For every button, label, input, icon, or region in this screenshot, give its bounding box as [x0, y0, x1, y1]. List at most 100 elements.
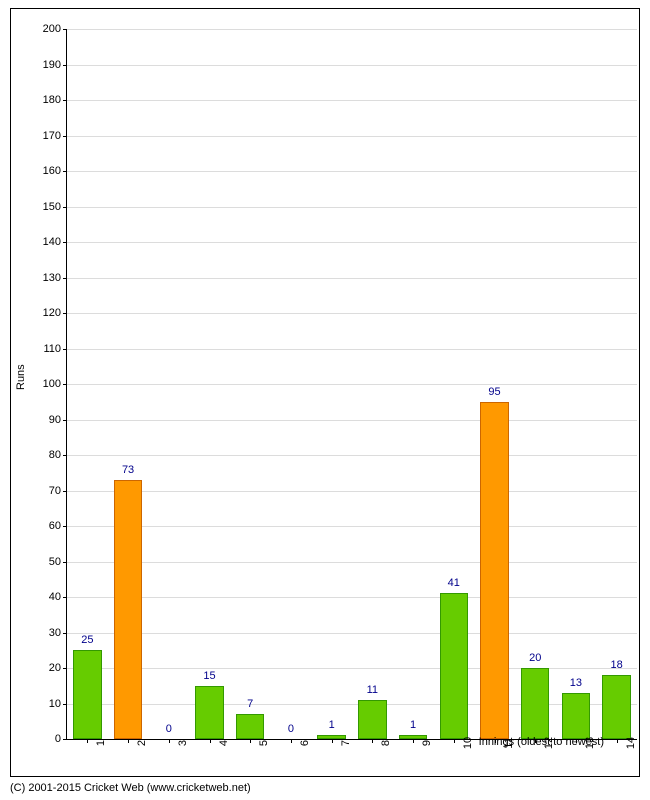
y-tick-label: 0: [21, 733, 61, 745]
gridline: [67, 313, 637, 314]
gridline: [67, 171, 637, 172]
gridline: [67, 491, 637, 492]
bar-value-label: 41: [448, 577, 460, 589]
gridline: [67, 242, 637, 243]
y-tick-label: 170: [21, 130, 61, 142]
gridline: [67, 633, 637, 634]
y-tick-mark: [63, 739, 67, 740]
bar: [480, 402, 509, 739]
y-tick-mark: [63, 455, 67, 456]
copyright-text: (C) 2001-2015 Cricket Web (www.cricketwe…: [10, 782, 251, 794]
bar-value-label: 1: [410, 719, 416, 731]
x-tick-label: 7: [332, 740, 352, 746]
y-tick-mark: [63, 171, 67, 172]
y-tick-label: 110: [21, 343, 61, 355]
gridline: [67, 420, 637, 421]
y-tick-mark: [63, 136, 67, 137]
y-tick-label: 120: [21, 307, 61, 319]
y-tick-label: 30: [21, 627, 61, 639]
gridline: [67, 526, 637, 527]
bar-value-label: 0: [288, 723, 294, 735]
y-tick-mark: [63, 597, 67, 598]
y-tick-mark: [63, 278, 67, 279]
gridline: [67, 384, 637, 385]
x-tick-label: 2: [128, 740, 148, 746]
y-tick-mark: [63, 526, 67, 527]
y-tick-label: 40: [21, 591, 61, 603]
bar-value-label: 18: [611, 659, 623, 671]
y-tick-mark: [63, 668, 67, 669]
bar-value-label: 15: [203, 670, 215, 682]
gridline: [67, 29, 637, 30]
gridline: [67, 136, 637, 137]
bar-value-label: 0: [166, 723, 172, 735]
y-tick-label: 70: [21, 485, 61, 497]
gridline: [67, 668, 637, 669]
y-tick-mark: [63, 29, 67, 30]
x-tick-label: 3: [169, 740, 189, 746]
bar-value-label: 13: [570, 677, 582, 689]
gridline: [67, 349, 637, 350]
x-tick-label: 4: [210, 740, 230, 746]
y-tick-label: 140: [21, 236, 61, 248]
y-tick-mark: [63, 207, 67, 208]
bar: [236, 714, 265, 739]
bar-value-label: 95: [488, 386, 500, 398]
y-tick-label: 100: [21, 378, 61, 390]
y-tick-mark: [63, 313, 67, 314]
y-tick-mark: [63, 100, 67, 101]
y-tick-mark: [63, 704, 67, 705]
x-tick-label: 10: [454, 737, 474, 749]
bar-value-label: 73: [122, 464, 134, 476]
y-tick-mark: [63, 65, 67, 66]
bar: [440, 593, 469, 739]
bar: [73, 650, 102, 739]
plot-area: 2517320315475061711819411095112012131318…: [66, 29, 637, 740]
y-tick-label: 130: [21, 272, 61, 284]
bar-value-label: 7: [247, 698, 253, 710]
gridline: [67, 207, 637, 208]
bar: [358, 700, 387, 739]
bar: [195, 686, 224, 739]
gridline: [67, 704, 637, 705]
gridline: [67, 597, 637, 598]
y-tick-label: 150: [21, 201, 61, 213]
chart-container: 2517320315475061711819411095112012131318…: [0, 0, 650, 800]
x-tick-label: 5: [250, 740, 270, 746]
y-tick-label: 200: [21, 23, 61, 35]
bar: [602, 675, 631, 739]
y-tick-mark: [63, 562, 67, 563]
x-tick-label: 8: [372, 740, 392, 746]
y-tick-label: 20: [21, 662, 61, 674]
y-tick-mark: [63, 491, 67, 492]
gridline: [67, 455, 637, 456]
y-tick-mark: [63, 633, 67, 634]
bar: [114, 480, 143, 739]
y-tick-label: 90: [21, 414, 61, 426]
bar: [521, 668, 550, 739]
y-tick-label: 180: [21, 94, 61, 106]
y-tick-mark: [63, 349, 67, 350]
bar-value-label: 11: [367, 684, 378, 696]
gridline: [67, 100, 637, 101]
x-tick-label: 6: [291, 740, 311, 746]
bar-value-label: 25: [81, 634, 93, 646]
y-tick-label: 160: [21, 165, 61, 177]
x-tick-label: 1: [87, 740, 107, 746]
bar-value-label: 1: [329, 719, 335, 731]
y-tick-label: 60: [21, 520, 61, 532]
y-tick-label: 190: [21, 59, 61, 71]
gridline: [67, 562, 637, 563]
x-tick-label: 9: [413, 740, 433, 746]
x-tick-label: 14: [617, 737, 637, 749]
chart-frame: 2517320315475061711819411095112012131318…: [10, 8, 640, 777]
bar: [562, 693, 591, 739]
y-tick-mark: [63, 384, 67, 385]
bar-value-label: 20: [529, 652, 541, 664]
gridline: [67, 278, 637, 279]
y-tick-label: 80: [21, 449, 61, 461]
y-tick-mark: [63, 242, 67, 243]
gridline: [67, 65, 637, 66]
x-axis-title: Innings (oldest to newest): [479, 736, 604, 748]
y-tick-label: 50: [21, 556, 61, 568]
